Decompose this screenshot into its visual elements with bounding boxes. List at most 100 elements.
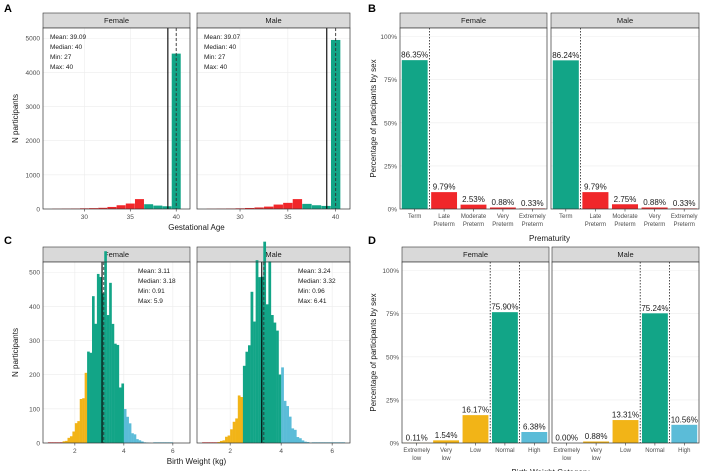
x-tick-label: 2 (228, 448, 232, 455)
histogram-bar (288, 416, 292, 443)
y-axis-label: Percentage of participants by sex (369, 293, 378, 411)
facet-label: Female (463, 250, 488, 259)
histogram-bar (162, 206, 172, 209)
x-tick-label: 35 (127, 214, 135, 221)
y-tick-label: 200 (29, 372, 40, 379)
plot-border (196, 27, 351, 210)
x-tick-label: 30 (236, 214, 244, 221)
bar-value-label: 0.88% (492, 198, 515, 207)
facet-label: Female (104, 16, 129, 25)
histogram-bar (121, 383, 125, 443)
x-tick-label: Term (559, 214, 572, 220)
x-tick-label: 6 (330, 448, 334, 455)
histogram-bar (133, 434, 137, 443)
bar (462, 415, 489, 443)
bar (641, 313, 668, 443)
x-tick-label: Extremely Preterm (671, 214, 698, 228)
x-axis-label: Birth Weight (kg) (167, 457, 227, 466)
histogram-bar (286, 406, 289, 443)
stat-annotation: Median: 3.18 (138, 278, 176, 285)
x-tick-label-line: Moderate (461, 214, 487, 220)
histogram-bar (74, 423, 78, 443)
histogram-bar (128, 423, 132, 443)
histogram-bar (276, 330, 279, 443)
histogram-bar (118, 387, 122, 443)
stat-annotation: Max: 6.41 (298, 298, 327, 305)
y-tick-label: 3000 (26, 104, 41, 111)
x-tick-label-line: Preterm (585, 222, 606, 228)
histogram-bar (126, 416, 129, 443)
x-tick-label: 6 (171, 448, 175, 455)
y-tick-label: 50% (384, 120, 397, 127)
y-tick-label: 100 (29, 406, 40, 413)
bar-value-label: 13.31% (612, 411, 639, 420)
histogram-bar (321, 205, 331, 209)
y-tick-label: 100% (382, 268, 399, 275)
x-tick-label-line: Term (408, 214, 421, 220)
y-tick-label: 0 (36, 441, 40, 448)
stat-annotation: Min: 27 (204, 54, 226, 61)
histogram-bar (302, 203, 312, 209)
histogram-bar (104, 251, 107, 443)
x-tick-label-line: Preterm (674, 222, 695, 228)
x-tick-label: Late Preterm (433, 214, 454, 228)
y-tick-label: 400 (29, 304, 40, 311)
bar (611, 204, 639, 209)
plot-area (43, 28, 190, 209)
y-tick-label: 25% (386, 397, 399, 404)
y-tick-label: 75% (384, 77, 397, 84)
bar (460, 204, 487, 209)
histogram-bar (244, 207, 255, 209)
facet-label: Male (617, 16, 633, 25)
histogram-bar (292, 199, 303, 209)
x-tick-label: 4 (279, 448, 283, 455)
x-tick-label-line: low (442, 456, 452, 462)
bar-value-label: 2.75% (614, 195, 637, 204)
panel-D: D Percentage of participants by sex Birth … (368, 235, 700, 471)
bar (671, 424, 698, 443)
x-tick-label-line: low (412, 456, 422, 462)
stat-annotation: Max: 5.9 (138, 298, 163, 305)
facet-label: Female (461, 16, 486, 25)
x-tick-label: Late Preterm (585, 214, 606, 228)
plot-area (197, 28, 350, 209)
histogram-bar (242, 365, 246, 443)
histogram-bar (217, 441, 221, 443)
x-tick-label-line: Late (438, 214, 450, 220)
y-tick-label: 500 (29, 270, 40, 277)
histogram-bar (268, 261, 272, 443)
x-tick-label-line: Extremely (671, 214, 698, 220)
histogram-bar (265, 304, 269, 443)
x-tick-label-line: High (678, 448, 690, 454)
bar (491, 312, 518, 443)
panel-letter: C (4, 235, 12, 247)
bar (489, 207, 516, 209)
histogram-bar (278, 374, 282, 443)
histogram-bar (171, 53, 181, 210)
y-tick-label: 2000 (26, 138, 41, 145)
bar (401, 60, 428, 209)
facet-male: Male 2 4 6 Mean: 3.24 Median: 3.32 Min: 0.96 Ma… (196, 241, 351, 455)
y-tick-label: 25% (384, 163, 397, 170)
x-tick-label-line: Preterm (492, 222, 513, 228)
x-tick-label-line: High (528, 448, 540, 454)
histogram-bar (60, 442, 63, 443)
stat-annotation: Min: 27 (50, 54, 72, 61)
x-tick-label: 40 (332, 214, 340, 221)
histogram-bar (134, 199, 144, 209)
bar-value-label: 2.53% (462, 195, 485, 204)
y-tick-label: 50% (386, 354, 399, 361)
histogram-bar (311, 205, 322, 209)
histogram-bar (116, 205, 126, 209)
x-tick-label: Normal (645, 448, 664, 454)
bar (433, 440, 460, 443)
bar-value-label: 9.79% (584, 183, 607, 192)
histogram-bar (245, 351, 249, 443)
stat-annotation: Min: 0.91 (138, 288, 165, 295)
histogram-bar (87, 351, 90, 443)
plot-border (399, 27, 548, 210)
stat-annotation: Median: 3.32 (298, 278, 336, 285)
facet-label: Male (617, 250, 633, 259)
histogram-bar (89, 352, 93, 443)
histogram-bar (222, 440, 226, 443)
